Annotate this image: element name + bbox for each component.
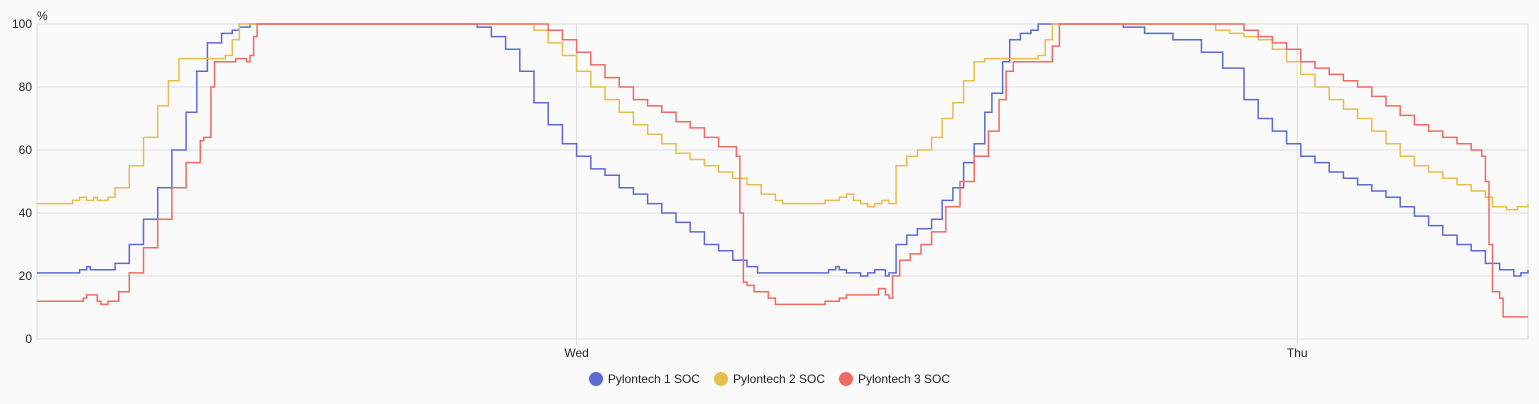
legend-item-2[interactable]: Pylontech 2 SOC [713,372,826,386]
grid-lines [36,23,1529,345]
chart-svg: 0 20 40 60 80 100 Wed Thu % [12,9,1529,360]
legend-label: Pylontech 1 SOC [607,372,700,386]
series-line-3[interactable] [37,23,1528,318]
x-tick-label: Thu [1287,346,1308,360]
series-line-2[interactable] [37,23,1529,211]
y-tick-label: 0 [25,332,32,346]
series-lines [37,23,1529,318]
y-tick-label: 80 [19,80,33,94]
y-tick-label: 60 [19,143,33,157]
legend-swatch [713,372,728,386]
axes: 0 20 40 60 80 100 Wed Thu [12,17,1308,360]
chart-legend: Pylontech 1 SOC Pylontech 2 SOC Pylontech … [0,372,1539,386]
legend-swatch [839,372,854,386]
y-tick-label: 100 [12,17,32,31]
y-unit-label: % [37,9,48,23]
legend-item-3[interactable]: Pylontech 3 SOC [839,372,950,386]
legend-swatch [588,372,603,386]
legend-item-1[interactable]: Pylontech 1 SOC [588,372,700,386]
x-tick-label: Wed [564,346,588,360]
legend-label: Pylontech 3 SOC [858,372,951,386]
legend-label: Pylontech 2 SOC [732,372,826,386]
y-tick-label: 40 [19,206,33,220]
y-tick-label: 20 [19,269,33,283]
